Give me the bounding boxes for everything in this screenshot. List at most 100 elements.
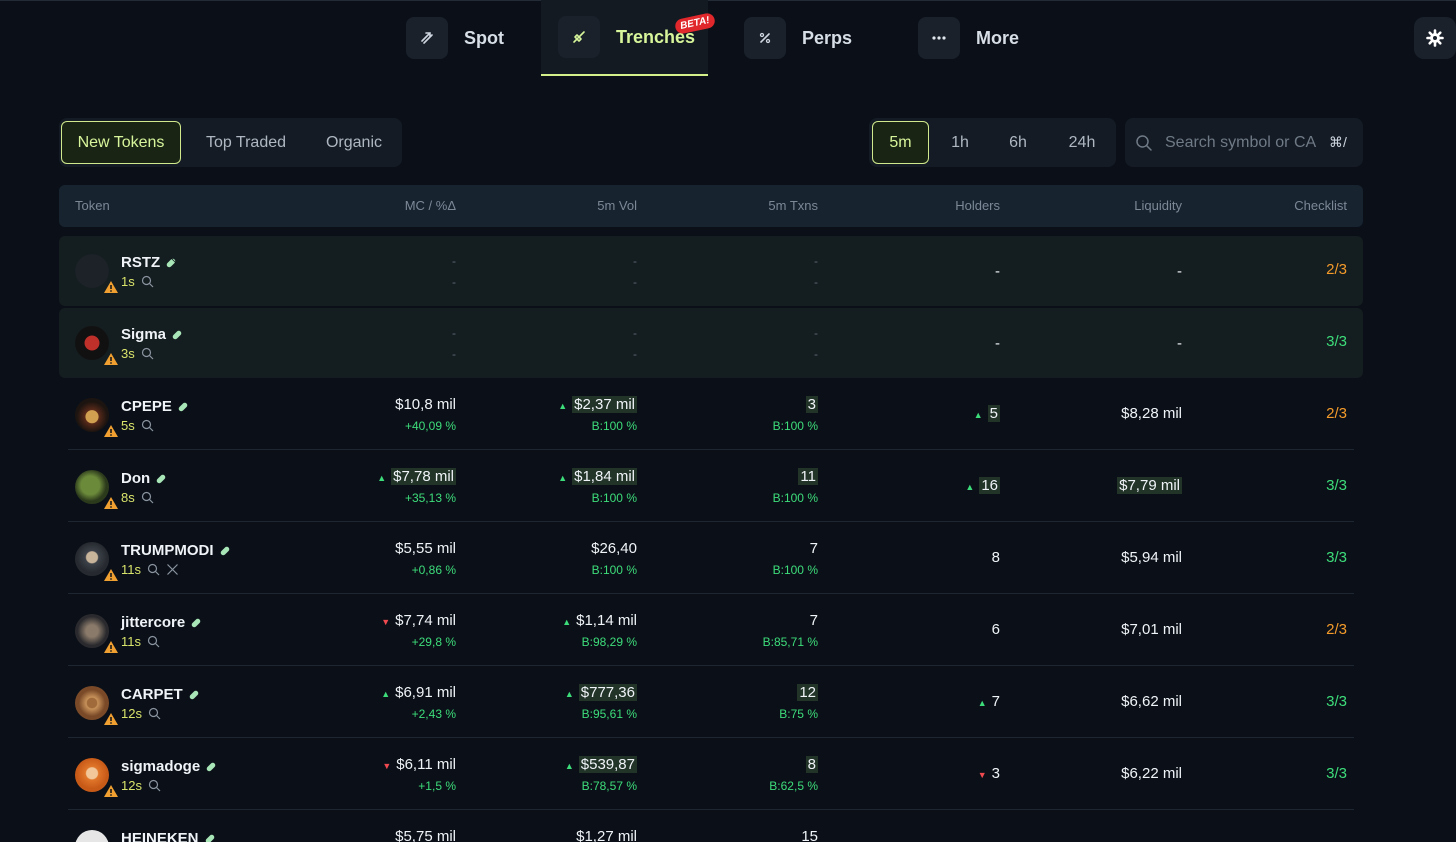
volume-cell: ▲ $1,84 mil xyxy=(558,468,637,485)
holders: 6 xyxy=(991,621,1000,638)
market-cap: $6,11 mil xyxy=(396,756,456,773)
pill-icon xyxy=(156,474,166,483)
transactions: 7 xyxy=(809,612,818,629)
warning-icon xyxy=(104,425,118,437)
token-name: CARPET xyxy=(121,686,200,703)
settings-button[interactable] xyxy=(1414,17,1456,59)
table-row[interactable]: RSTZ 1s - - - - - - - - 2/3 xyxy=(59,236,1363,306)
search-input[interactable] xyxy=(1165,133,1325,152)
trend-up-icon: ▲ xyxy=(965,482,975,492)
header-mc[interactable]: MC / %Δ xyxy=(404,198,456,213)
volume: $1,14 mil xyxy=(576,612,637,629)
table-row[interactable]: HEINEKEN $5,75 mil $1,27 mil 15 xyxy=(59,812,1363,842)
transactions-cell: 3 xyxy=(805,396,818,413)
header-holders[interactable]: Holders xyxy=(955,198,1000,213)
holders: 16 xyxy=(979,477,1000,494)
transactions-buy-ratio: B:100 % xyxy=(772,563,818,577)
header-txns[interactable]: 5m Txns xyxy=(768,198,818,213)
market-cap-cell: ▲ $7,78 mil xyxy=(377,468,456,485)
shovel-icon xyxy=(558,16,600,58)
search-icon[interactable] xyxy=(147,563,160,576)
holders-cell: ▲ 7 xyxy=(978,693,1000,710)
trend-up-icon: ▲ xyxy=(377,473,387,483)
nav-perps[interactable]: Perps xyxy=(744,0,874,76)
pill-icon xyxy=(205,834,214,842)
tab-24h[interactable]: 24h xyxy=(1068,133,1096,151)
nav-trenches[interactable]: Trenches BETA! xyxy=(541,0,716,76)
percent-icon xyxy=(744,17,786,59)
search-icon[interactable] xyxy=(148,779,161,792)
x-twitter-icon[interactable] xyxy=(166,563,179,576)
nav-more-label: More xyxy=(976,27,1020,48)
warning-icon xyxy=(104,641,118,653)
liquidity: $8,28 mil xyxy=(1121,405,1182,422)
tab-1h[interactable]: 1h xyxy=(951,133,969,151)
table-row[interactable]: Sigma 3s - - - - - - - - 3/3 xyxy=(59,308,1363,378)
volume-cell: ▲ $1,14 mil xyxy=(562,612,637,629)
pill-icon xyxy=(172,330,182,339)
header-liquidity[interactable]: Liquidity xyxy=(1134,198,1182,213)
transactions: 12 xyxy=(797,684,818,701)
token-name: TRUMPMODI xyxy=(121,542,231,559)
table-row[interactable]: Don 8s ▲ $7,78 mil +35,13 % ▲ $1,84 mil B:… xyxy=(59,452,1363,522)
liquidity-cell: $7,79 mil xyxy=(1117,477,1182,494)
search-icon[interactable] xyxy=(141,275,154,288)
token-age: 5s xyxy=(121,418,154,433)
liquidity: $7,01 mil xyxy=(1121,621,1182,638)
table-header: Token MC / %Δ 5m Vol 5m Txns Holders Liq… xyxy=(59,185,1363,227)
table-row[interactable]: TRUMPMODI 11s $5,55 mil +0,86 % $26,40 B… xyxy=(59,524,1363,594)
search-icon[interactable] xyxy=(141,419,154,432)
table-row[interactable]: CARPET 12s ▲ $6,91 mil +2,43 % ▲ $777,36 B… xyxy=(59,668,1363,738)
header-checklist[interactable]: Checklist xyxy=(1294,198,1347,213)
search-icon[interactable] xyxy=(141,347,154,360)
pill-icon xyxy=(166,257,177,267)
token-avatar xyxy=(75,830,109,842)
header-token[interactable]: Token xyxy=(75,198,110,213)
search-icon[interactable] xyxy=(148,707,161,720)
volume: $2,37 mil xyxy=(572,396,637,413)
trend-up-icon: ▲ xyxy=(558,401,568,411)
gear-icon xyxy=(1426,29,1444,47)
nav-more[interactable]: More xyxy=(918,0,1038,76)
nav-spot[interactable]: Spot xyxy=(406,0,526,76)
volume-buy-ratio: B:95,61 % xyxy=(581,707,637,721)
transactions-buy-ratio: - xyxy=(814,347,818,361)
token-age: 3s xyxy=(121,346,154,361)
volume: - xyxy=(633,326,637,340)
tab-top-traded[interactable]: Top Traded xyxy=(205,133,287,151)
warning-icon xyxy=(104,497,118,509)
token-name: CPEPE xyxy=(121,398,189,415)
volume: $539,87 xyxy=(578,756,637,773)
holders: - xyxy=(995,335,1000,352)
top-nav: Spot Trenches BETA! Perps More xyxy=(0,0,1456,76)
holders: - xyxy=(995,263,1000,280)
transactions: 8 xyxy=(805,756,818,773)
trend-down-icon: ▼ xyxy=(382,761,392,771)
checklist-score: 2/3 xyxy=(1326,405,1347,422)
search-icon[interactable] xyxy=(141,491,154,504)
token-avatar xyxy=(75,470,118,509)
market-cap: $10,8 mil xyxy=(395,396,456,413)
token-name: jittercore xyxy=(121,614,202,631)
token-name: Don xyxy=(121,470,167,487)
tab-organic[interactable]: Organic xyxy=(325,133,383,151)
ellipsis-icon xyxy=(918,17,960,59)
table-row[interactable]: CPEPE 5s $10,8 mil +40,09 % ▲ $2,37 mil B… xyxy=(59,380,1363,450)
transactions: 7 xyxy=(809,540,818,557)
token-name: Sigma xyxy=(121,326,183,343)
header-vol[interactable]: 5m Vol xyxy=(597,198,637,213)
top-border xyxy=(0,0,1456,1)
trend-up-icon: ▲ xyxy=(977,698,987,708)
trend-up-icon: ▲ xyxy=(381,689,391,699)
table-row[interactable]: jittercore 11s ▼ $7,74 mil +29,8 % ▲ $1,14… xyxy=(59,596,1363,666)
timeframe-tabs: 5m 1h 6h 24h xyxy=(869,118,1116,167)
table-row[interactable]: sigmadoge 12s ▼ $6,11 mil +1,5 % ▲ $539,87… xyxy=(59,740,1363,810)
token-age: 8s xyxy=(121,490,154,505)
tab-6h[interactable]: 6h xyxy=(1009,133,1027,151)
tab-new-tokens[interactable]: New Tokens xyxy=(61,121,181,164)
tab-5m[interactable]: 5m xyxy=(872,121,929,164)
pill-icon xyxy=(191,618,201,627)
transactions-cell: 11 xyxy=(798,468,818,485)
volume-buy-ratio: B:100 % xyxy=(591,419,637,433)
search-icon[interactable] xyxy=(147,635,160,648)
